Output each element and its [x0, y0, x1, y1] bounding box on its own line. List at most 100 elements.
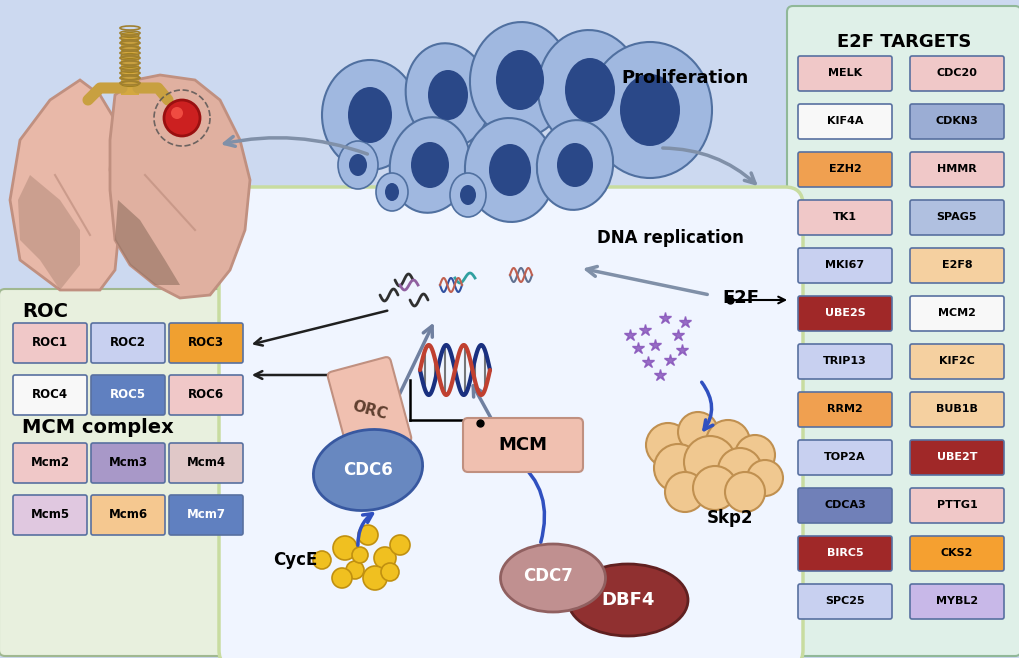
Text: CKS2: CKS2 — [940, 549, 972, 559]
FancyBboxPatch shape — [909, 440, 1003, 475]
Text: BIRC5: BIRC5 — [825, 549, 862, 559]
FancyBboxPatch shape — [463, 418, 583, 472]
Ellipse shape — [488, 144, 531, 196]
Text: ROC2: ROC2 — [110, 336, 146, 349]
Text: MCM: MCM — [498, 436, 547, 454]
Ellipse shape — [121, 47, 139, 51]
FancyBboxPatch shape — [797, 104, 892, 139]
Circle shape — [684, 436, 736, 488]
Text: E2F: E2F — [721, 289, 758, 307]
Text: ROC4: ROC4 — [32, 388, 68, 401]
Ellipse shape — [449, 173, 485, 217]
Circle shape — [164, 100, 200, 136]
FancyBboxPatch shape — [0, 289, 269, 656]
Circle shape — [705, 420, 749, 464]
FancyBboxPatch shape — [797, 152, 892, 187]
Circle shape — [374, 547, 395, 569]
FancyBboxPatch shape — [909, 200, 1003, 235]
Text: ROC: ROC — [22, 302, 68, 321]
FancyBboxPatch shape — [909, 296, 1003, 331]
Ellipse shape — [536, 120, 612, 210]
Circle shape — [735, 435, 774, 475]
Circle shape — [389, 535, 410, 555]
Text: BUB1B: BUB1B — [935, 405, 977, 415]
FancyBboxPatch shape — [169, 495, 243, 535]
FancyBboxPatch shape — [797, 392, 892, 427]
Text: CDC6: CDC6 — [342, 461, 392, 479]
FancyBboxPatch shape — [797, 536, 892, 571]
Polygon shape — [115, 200, 179, 285]
FancyBboxPatch shape — [91, 495, 165, 535]
FancyBboxPatch shape — [909, 584, 1003, 619]
Ellipse shape — [587, 42, 711, 178]
Ellipse shape — [620, 74, 680, 146]
Ellipse shape — [347, 87, 391, 143]
Ellipse shape — [465, 118, 554, 222]
Circle shape — [664, 472, 704, 512]
Ellipse shape — [568, 564, 688, 636]
Text: Mcm4: Mcm4 — [186, 457, 225, 470]
Ellipse shape — [411, 142, 448, 188]
FancyBboxPatch shape — [121, 35, 139, 95]
Circle shape — [692, 466, 737, 510]
FancyBboxPatch shape — [13, 375, 87, 415]
Text: E2F8: E2F8 — [941, 261, 971, 270]
Ellipse shape — [556, 143, 592, 187]
Text: DBF4: DBF4 — [601, 591, 654, 609]
Text: ORC: ORC — [351, 398, 389, 422]
Text: KIF4A: KIF4A — [826, 116, 862, 126]
Text: Proliferation: Proliferation — [621, 69, 748, 87]
FancyBboxPatch shape — [13, 323, 87, 363]
FancyBboxPatch shape — [797, 584, 892, 619]
FancyBboxPatch shape — [787, 6, 1019, 656]
Polygon shape — [18, 175, 79, 290]
Text: SPC25: SPC25 — [824, 597, 864, 607]
Ellipse shape — [389, 117, 470, 213]
Ellipse shape — [406, 43, 490, 147]
Text: Mcm5: Mcm5 — [31, 509, 69, 522]
FancyBboxPatch shape — [169, 323, 243, 363]
Text: RRM2: RRM2 — [826, 405, 862, 415]
Ellipse shape — [495, 50, 543, 110]
Text: MKI67: MKI67 — [824, 261, 864, 270]
Ellipse shape — [384, 183, 398, 201]
Ellipse shape — [121, 68, 139, 72]
Polygon shape — [10, 80, 120, 290]
Text: MYBL2: MYBL2 — [935, 597, 977, 607]
FancyBboxPatch shape — [91, 443, 165, 483]
FancyBboxPatch shape — [91, 375, 165, 415]
Circle shape — [313, 551, 331, 569]
Text: UBE2S: UBE2S — [823, 309, 864, 318]
Text: ROC6: ROC6 — [187, 388, 224, 401]
Text: SPAG5: SPAG5 — [935, 213, 976, 222]
FancyBboxPatch shape — [909, 104, 1003, 139]
Text: KIF2C: KIF2C — [938, 357, 974, 367]
Circle shape — [331, 568, 352, 588]
Text: TK1: TK1 — [833, 213, 856, 222]
Ellipse shape — [121, 82, 139, 86]
Ellipse shape — [460, 185, 476, 205]
FancyBboxPatch shape — [909, 248, 1003, 283]
Text: ROC1: ROC1 — [32, 336, 68, 349]
FancyBboxPatch shape — [797, 200, 892, 235]
Ellipse shape — [322, 60, 418, 170]
Circle shape — [171, 107, 182, 119]
Circle shape — [746, 460, 783, 496]
Ellipse shape — [565, 58, 614, 122]
Ellipse shape — [376, 173, 408, 211]
FancyBboxPatch shape — [219, 187, 802, 658]
Text: Mcm2: Mcm2 — [31, 457, 69, 470]
Text: ROC5: ROC5 — [110, 388, 146, 401]
Text: Mcm7: Mcm7 — [186, 509, 225, 522]
Ellipse shape — [428, 70, 468, 120]
Text: PTTG1: PTTG1 — [935, 501, 976, 511]
Circle shape — [363, 566, 386, 590]
FancyBboxPatch shape — [909, 152, 1003, 187]
Circle shape — [717, 448, 761, 492]
Circle shape — [381, 563, 398, 581]
FancyBboxPatch shape — [909, 392, 1003, 427]
Circle shape — [725, 472, 764, 512]
Text: CycE: CycE — [272, 551, 317, 569]
Text: DNA replication: DNA replication — [596, 229, 743, 247]
Ellipse shape — [337, 141, 378, 189]
